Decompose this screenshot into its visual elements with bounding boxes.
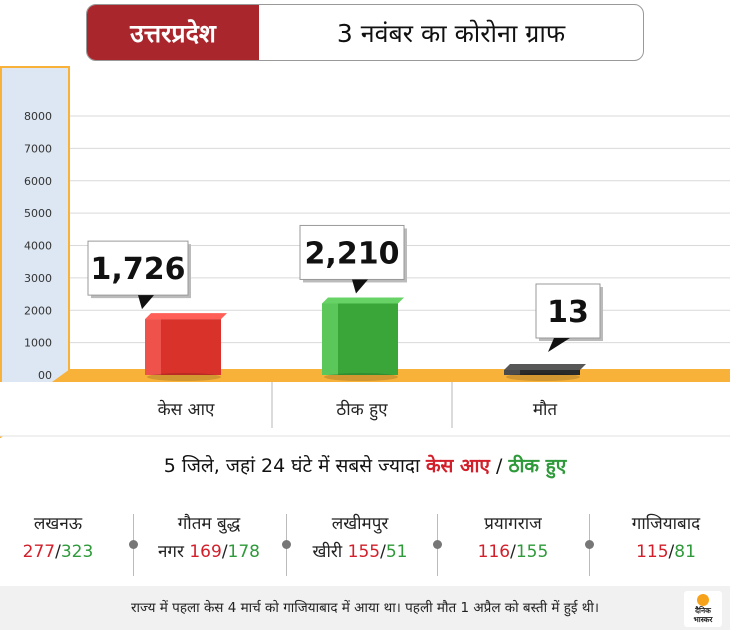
district-cases: 116 [477,542,511,562]
y-axis-ticks: 00 1000 2000 3000 4000 5000 6000 7000 8000 [24,110,52,382]
bar-top [145,313,227,320]
logo-line1: दैनिक [695,606,711,615]
district-lakhimpur-kheri: लखीमपुर खीरी 155/51 [290,510,430,566]
callout-box [535,283,601,339]
x-axis-labels: केस आए ठीक हुए मौत [158,399,558,421]
footer-bar: राज्य में पहला केस 4 मार्च को गाजियाबाद … [0,586,730,630]
y-tick-label: 8000 [24,110,52,123]
district-stats: 277/323 [0,538,128,566]
bar-highlight [145,319,161,375]
y-tick-label: 2000 [24,304,52,317]
district-name: गाजियाबाद [631,514,701,534]
bar-highlight [504,370,520,375]
district-recovered: 51 [385,542,408,562]
district-stats: 115/81 [596,538,730,566]
divider-dot [129,540,138,549]
bar-shadow [324,373,398,381]
bar-3 [504,364,586,381]
bar-front [322,303,398,375]
district-recovered: 81 [674,542,696,562]
bar-shadow [147,373,221,381]
bar-value-label: 1,726 [91,252,186,287]
bar-value-label: 13 [547,295,589,330]
header-banner: उत्तरप्रदेश 3 नवंबर का कोरोना ग्राफ [86,4,644,61]
callout-box [299,224,405,280]
district-stats: नगर 169/178 [139,538,279,566]
callout-box [87,240,189,296]
district-separator: / [510,542,516,562]
district-separator: / [380,542,386,562]
district-stats: 116/155 [443,538,583,566]
value-callout-1: 1,726 [87,240,191,310]
chart-floor-front [0,382,730,436]
district-cases: 277 [22,542,56,562]
districts-title-recovered: ठीक हुए [508,455,567,477]
district-cases: 155 [347,542,381,562]
bar-front [145,319,221,375]
x-category-label: मौत [533,399,558,420]
bar-highlight [322,303,338,375]
district-prayagraj: प्रयागराज 116/155 [443,510,583,566]
x-category-label: केस आए [158,399,215,420]
district-name-line2: खीरी [312,542,343,562]
district-gautam-buddh-nagar: गौतम बुद्ध नगर 169/178 [139,510,279,566]
district-recovered: 178 [227,542,260,562]
district-name: गौतम बुद्ध [177,514,241,534]
district-stats: खीरी 155/51 [290,538,430,566]
callout-pointer [548,338,570,352]
state-label: उत्तरप्रदेश [87,5,259,60]
divider-dot [433,540,442,549]
chart-title: 3 नवंबर का कोरोना ग्राफ [336,18,566,48]
districts-title-prefix: 5 जिले, जहां 24 घंटे में सबसे ज्यादा [163,455,420,477]
bar-chart: 00 1000 2000 3000 4000 5000 6000 7000 8000 1,726… [0,66,730,438]
bar-top [504,364,586,370]
y-tick-label: 7000 [24,142,52,155]
districts-list: लखनऊ 277/323 गौतम बुद्ध नगर 169/178 लखीम… [0,510,730,576]
value-callout-3: 13 [535,283,603,352]
districts-title-cases: केस आए [425,455,490,477]
logo-line2: भास्कर [693,615,713,624]
district-separator: / [55,542,61,562]
callout-pointer [138,295,154,310]
district-lucknow: लखनऊ 277/323 [0,510,128,566]
callout-pointer [352,279,368,294]
district-name: लखीमपुर [331,514,389,534]
district-name-line2: नगर [157,542,184,562]
district-separator: / [668,542,675,562]
divider-dot [282,540,291,549]
value-callouts: 1,726 2,210 13 [87,224,603,352]
divider-dot [585,540,594,549]
y-tick-label: 6000 [24,175,52,188]
bar-shadow [506,373,580,381]
y-tick-label: 1000 [24,337,52,350]
districts-title-separator: / [495,455,503,477]
district-cases: 115 [636,542,669,562]
y-tick-label: 4000 [24,240,52,253]
bar-1 [145,313,227,381]
bar-2 [322,297,404,381]
bar-top [322,297,404,304]
district-cases: 169 [189,542,222,562]
dainik-bhaskar-logo: दैनिक भास्कर [684,591,722,627]
districts-title: 5 जिले, जहां 24 घंटे में सबसे ज्यादा केस… [0,452,730,478]
y-tick-label: 5000 [24,207,52,220]
y-tick-label: 00 [38,369,52,382]
district-recovered: 323 [60,542,94,562]
footer-text: राज्य में पहला केस 4 मार्च को गाजियाबाद … [130,600,600,616]
district-separator: / [221,542,228,562]
district-name: प्रयागराज [484,514,542,534]
bar-value-label: 2,210 [305,236,400,271]
district-ghaziabad: गाजियाबाद 115/81 [596,510,730,566]
district-recovered: 155 [515,542,549,562]
x-category-label: ठीक हुए [336,399,388,421]
y-tick-label: 3000 [24,272,52,285]
sun-icon [697,594,709,606]
bars [145,297,586,381]
bar-front [504,370,580,375]
value-callout-2: 2,210 [299,224,407,294]
district-name: लखनऊ [33,514,83,534]
